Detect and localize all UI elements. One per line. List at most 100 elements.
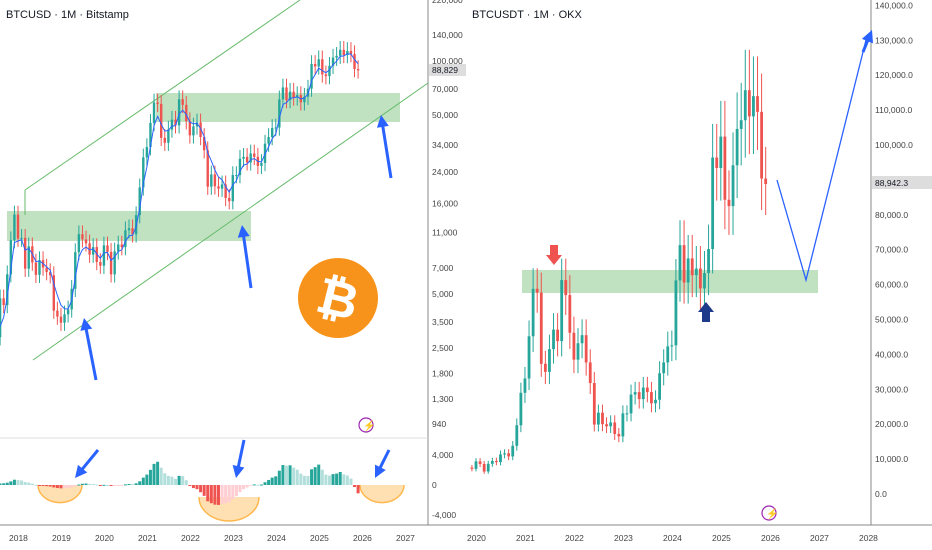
- candle: [185, 104, 188, 122]
- candle: [245, 156, 249, 163]
- histogram-bar: [181, 476, 185, 485]
- right-chart-pane[interactable]: 140,000.0 130,000.0 120,000.0 110,000.0 100,…: [466, 0, 932, 550]
- histogram-bar: [84, 483, 88, 485]
- arrow-down-icon: [375, 464, 386, 478]
- candle: [163, 137, 166, 143]
- candle: [658, 373, 661, 400]
- last-price-label: 88,942.3: [875, 178, 908, 188]
- candle: [356, 69, 360, 71]
- candle: [74, 252, 77, 289]
- candle: [6, 274, 9, 306]
- histogram-bar: [177, 475, 181, 485]
- candle: [160, 103, 163, 138]
- histogram-bar: [109, 485, 113, 486]
- histogram-bar: [30, 483, 34, 485]
- price-tick: 60,000.0: [875, 280, 908, 290]
- histogram-bar: [55, 485, 59, 489]
- histogram-bar: [263, 482, 267, 485]
- candle: [674, 280, 678, 346]
- candle: [478, 461, 482, 464]
- histogram-bar: [349, 478, 353, 485]
- left-chart-canvas[interactable]: 220,000 140,000 100,000 70,000 50,000 34,000 2…: [0, 0, 466, 550]
- candle: [482, 463, 486, 472]
- candle: [503, 453, 506, 455]
- histogram-bar: [48, 485, 52, 487]
- candle: [735, 128, 739, 166]
- cycle-bottom-highlight: [37, 484, 83, 504]
- price-tick: 10,000.0: [875, 454, 908, 464]
- candle: [113, 251, 116, 275]
- histogram-bar: [227, 485, 231, 503]
- price-tick: 40,000.0: [875, 349, 908, 359]
- histogram-bar: [52, 485, 56, 488]
- histogram-bar: [113, 485, 117, 486]
- candle: [527, 336, 531, 379]
- histogram-bar: [59, 485, 63, 489]
- candle: [353, 54, 356, 70]
- histogram-bar: [141, 477, 145, 485]
- year-tick: 2021: [138, 533, 157, 543]
- histogram-bar: [306, 475, 310, 485]
- bitcoin-logo-icon: [298, 258, 378, 338]
- price-tick: 30,000.0: [875, 384, 908, 394]
- candle: [707, 249, 710, 274]
- histogram-bar: [274, 476, 278, 485]
- arrow-up-shaft: [241, 234, 253, 289]
- red-down-arrow-icon: [546, 245, 562, 265]
- histogram-bar: [313, 467, 317, 485]
- arrow-up-icon: [237, 225, 250, 238]
- price-tick: 130,000.0: [875, 35, 913, 45]
- price-tick: 1,800: [432, 368, 454, 378]
- histogram-bar: [206, 485, 210, 502]
- candle: [568, 295, 572, 333]
- arrow-down-shaft: [236, 439, 246, 469]
- candle: [77, 234, 81, 253]
- price-tick: 2,500: [432, 343, 454, 353]
- candle: [349, 50, 353, 55]
- histogram-bar: [259, 484, 263, 486]
- histogram-bar: [145, 474, 149, 485]
- histogram-bar: [174, 478, 178, 485]
- histogram-bar: [95, 484, 99, 486]
- price-tick: 1,300: [432, 394, 454, 404]
- histogram-bar: [249, 485, 253, 486]
- candle: [633, 392, 637, 395]
- price-tick: 220,000: [432, 0, 463, 5]
- candle: [192, 126, 195, 136]
- candle: [231, 175, 234, 202]
- candle: [690, 258, 694, 276]
- histogram-bar: [0, 483, 2, 485]
- candle: [597, 412, 600, 425]
- histogram-bar: [310, 469, 314, 485]
- histogram-bar: [20, 480, 24, 485]
- candle: [235, 175, 238, 177]
- histogram-bar: [156, 461, 160, 485]
- candle: [120, 244, 124, 248]
- right-chart-canvas[interactable]: 140,000.0 130,000.0 120,000.0 110,000.0 100,…: [466, 0, 932, 550]
- histogram-bar: [295, 469, 299, 485]
- year-tick: 2018: [9, 533, 28, 543]
- histogram-bar: [242, 485, 246, 490]
- candle: [0, 298, 2, 338]
- left-symbol-title: BTCUSD · 1M · Bitstamp: [6, 9, 129, 21]
- price-tick: 140,000: [432, 30, 463, 40]
- candle: [346, 50, 349, 56]
- candle: [531, 288, 535, 337]
- histogram-bar: [138, 481, 142, 485]
- lightning-glyph: ⚡: [363, 419, 375, 432]
- candle: [170, 119, 174, 130]
- candle: [127, 228, 131, 231]
- candle: [63, 314, 66, 323]
- candle: [138, 187, 141, 216]
- histogram-bar: [188, 485, 192, 486]
- candle: [731, 165, 735, 207]
- candle: [267, 136, 270, 144]
- histogram-bar: [27, 482, 31, 485]
- price-tick: 70,000.0: [875, 245, 908, 255]
- left-chart-pane[interactable]: 220,000 140,000 100,000 70,000 50,000 34,000 2…: [0, 0, 466, 550]
- last-price-tag: [872, 176, 932, 189]
- candle: [625, 413, 629, 415]
- histogram-bar: [80, 483, 84, 485]
- candle: [217, 186, 220, 189]
- histogram-bar: [220, 485, 224, 504]
